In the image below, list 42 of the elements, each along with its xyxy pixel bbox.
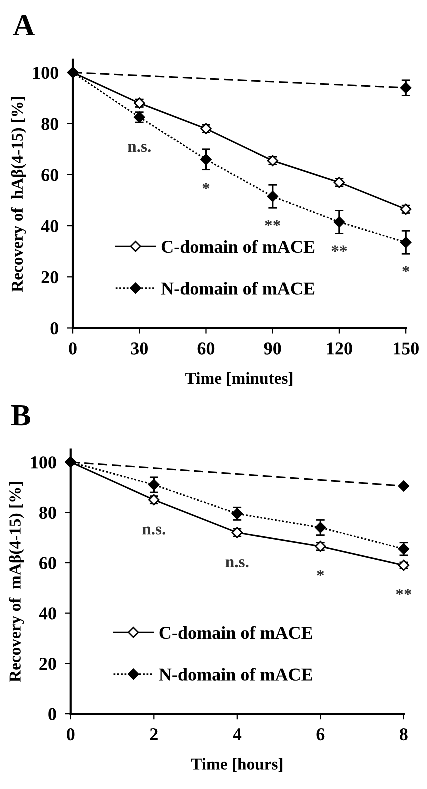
annotation: *: [402, 266, 410, 272]
x-axis-title: Time [hours]: [191, 758, 283, 772]
y-tick-label: 40: [41, 220, 58, 232]
x-tick-label: 0: [69, 342, 77, 355]
y-axis-title: Recovery of hAβ(4-15) [%]: [11, 96, 26, 292]
annotation: *: [202, 183, 210, 190]
y-tick-label: 0: [48, 708, 56, 720]
x-tick-label: 60: [198, 342, 215, 355]
annotation: **: [396, 589, 412, 596]
annotation: n.s.: [128, 144, 151, 152]
y-tick-label: 20: [40, 658, 56, 670]
y-axis-title: Recovery of mAβ(4-15) [%]: [9, 482, 24, 682]
y-tick-label: 20: [42, 271, 58, 284]
annotation: **: [265, 220, 280, 226]
legend-label: N-domain of mACE: [161, 282, 315, 295]
x-tick-label: 90: [264, 342, 282, 355]
x-tick-label: 4: [233, 728, 242, 740]
y-tick-label: 100: [33, 66, 58, 80]
y-tick-label: 40: [39, 608, 56, 620]
y-tick-label: 80: [40, 506, 56, 520]
y-tick-label: 60: [40, 557, 56, 570]
x-tick-label: 0: [67, 728, 75, 741]
x-tick-label: 120: [327, 342, 352, 355]
legend-label: C-domain of mACE: [160, 626, 312, 640]
chart-title: B: [11, 406, 30, 426]
annotation: n.s.: [226, 560, 249, 568]
x-tick-label: 150: [394, 342, 419, 355]
annotation: **: [332, 246, 348, 252]
x-tick-label: 30: [131, 342, 148, 355]
x-tick-label: 6: [316, 728, 325, 741]
y-tick-label: 100: [31, 456, 56, 469]
y-tick-label: 80: [42, 118, 58, 130]
annotation: *: [317, 570, 324, 576]
x-tick-label: 8: [400, 728, 408, 741]
x-axis-title: Time [minutes]: [186, 372, 293, 386]
annotation: n.s.: [142, 526, 166, 535]
y-tick-label: 0: [50, 322, 58, 335]
legend-label: C-domain of mACE: [162, 240, 315, 254]
legend-label: N-domain of mACE: [159, 668, 312, 681]
chart-title: A: [13, 15, 35, 36]
y-tick-label: 60: [42, 169, 58, 182]
x-tick-label: 2: [150, 728, 158, 740]
